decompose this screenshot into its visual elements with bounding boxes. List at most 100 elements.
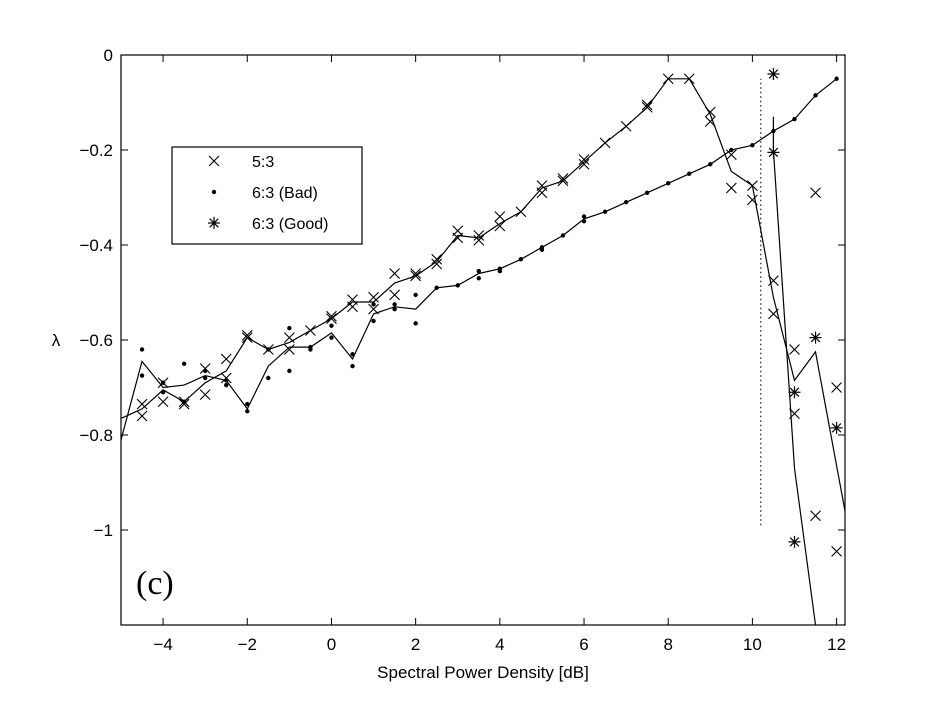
point-5-3 <box>241 329 253 341</box>
point-5-3 <box>410 268 422 279</box>
point-5-3 <box>768 308 779 320</box>
point-6-3-bad <box>792 116 797 122</box>
point-6-3-bad <box>581 219 587 224</box>
y-tick-label: −0.2 <box>79 141 113 160</box>
point-5-3 <box>368 291 379 303</box>
point-5-3 <box>326 313 337 325</box>
point-5-3 <box>725 149 737 161</box>
point-6-3-bad <box>644 190 650 195</box>
y-axis-title: λ <box>52 331 61 350</box>
point-6-3-bad <box>287 368 292 374</box>
point-5-3 <box>810 510 821 522</box>
point-6-3-bad <box>160 390 166 395</box>
point-6-3-bad <box>834 76 839 81</box>
panel-label: (c) <box>136 565 174 602</box>
point-6-3-bad <box>287 325 292 331</box>
y-tick-label: −0.4 <box>79 236 113 255</box>
x-tick-label: 12 <box>827 635 846 654</box>
fit-curve-2 <box>121 78 837 440</box>
point-6-3-bad <box>623 200 629 205</box>
marks-layer <box>121 68 845 625</box>
point-6-3-bad <box>224 378 229 383</box>
point-5-3 <box>347 301 358 313</box>
point-6-3-bad <box>771 128 776 134</box>
point-5-3 <box>641 99 653 111</box>
point-5-3 <box>620 120 632 132</box>
x-tick-label: 6 <box>579 635 588 654</box>
point-6-3-bad <box>202 375 208 381</box>
x-tick-label: 0 <box>327 635 336 654</box>
point-6-3-bad <box>350 363 355 369</box>
point-6-3-bad <box>266 347 271 352</box>
point-5-3 <box>410 270 422 282</box>
point-6-3-bad <box>224 382 229 388</box>
point-6-3-bad <box>813 93 818 98</box>
point-5-3 <box>704 106 716 118</box>
point-6-3-bad <box>413 292 418 298</box>
point-5-3 <box>136 398 148 410</box>
point-5-3 <box>326 310 337 322</box>
x-tick-label: 2 <box>411 635 420 654</box>
point-5-3 <box>368 303 379 315</box>
point-5-3 <box>599 137 611 149</box>
point-6-3-good <box>788 535 801 548</box>
point-5-3 <box>157 396 169 408</box>
point-5-3 <box>515 206 527 218</box>
point-5-3 <box>389 268 400 279</box>
point-6-3-good <box>830 421 843 434</box>
x-tick-label: −2 <box>238 635 257 654</box>
point-6-3-bad <box>666 181 671 186</box>
point-6-3-bad <box>602 209 608 214</box>
point-6-3-good <box>809 331 822 344</box>
legend-label-6-3-good: 6:3 (Good) <box>252 216 328 233</box>
point-6-3-good <box>788 386 801 399</box>
point-6-3-bad <box>371 318 376 324</box>
point-5-3 <box>220 372 232 384</box>
ticks-layer: −4 −2 0 2 4 6 8 10 12 0 −0.2 −0.4 −0.6 −0.8 −1 <box>79 46 846 654</box>
point-6-3-bad <box>581 214 587 219</box>
legend-label-6-3-bad: 6:3 (Bad) <box>252 185 318 202</box>
point-5-3 <box>431 253 443 265</box>
point-6-3-bad <box>245 401 250 407</box>
point-5-3 <box>494 220 506 232</box>
point-6-3-bad <box>160 380 166 385</box>
point-6-3-bad <box>392 306 397 312</box>
point-6-3-bad <box>729 147 734 153</box>
x-axis-title: Spectral Power Density [dB] <box>377 663 589 682</box>
point-5-3 <box>662 73 674 85</box>
point-5-3 <box>831 545 842 557</box>
point-6-3-bad <box>329 335 334 340</box>
point-5-3 <box>494 211 506 222</box>
point-5-3 <box>199 389 211 401</box>
point-6-3-bad <box>139 373 145 378</box>
point-5-3 <box>220 353 232 365</box>
legend-marker-3 <box>208 217 220 229</box>
point-5-3 <box>241 332 253 344</box>
point-5-3 <box>283 332 295 344</box>
point-5-3 <box>725 182 737 194</box>
point-6-3-bad <box>539 247 545 252</box>
point-6-3-bad <box>308 347 313 352</box>
point-6-3-bad <box>518 257 524 262</box>
y-tick-label: −1 <box>94 521 113 540</box>
point-5-3 <box>283 344 295 355</box>
point-5-3 <box>136 410 148 422</box>
point-6-3-bad <box>708 162 713 167</box>
point-5-3 <box>831 382 842 393</box>
point-6-3-bad <box>560 233 566 238</box>
point-5-3 <box>641 101 653 113</box>
point-5-3 <box>557 173 569 184</box>
point-5-3 <box>178 398 190 410</box>
point-5-3 <box>747 180 758 192</box>
x-tick-label: 8 <box>663 635 672 654</box>
point-5-3 <box>578 154 590 165</box>
x-tick-label: 4 <box>495 635 504 654</box>
point-5-3 <box>578 158 590 170</box>
y-tick-label: −0.6 <box>79 331 113 350</box>
point-6-3-bad <box>392 302 397 307</box>
point-6-3-good <box>767 146 780 159</box>
point-6-3-bad <box>350 352 355 357</box>
point-6-3-bad <box>329 323 334 328</box>
